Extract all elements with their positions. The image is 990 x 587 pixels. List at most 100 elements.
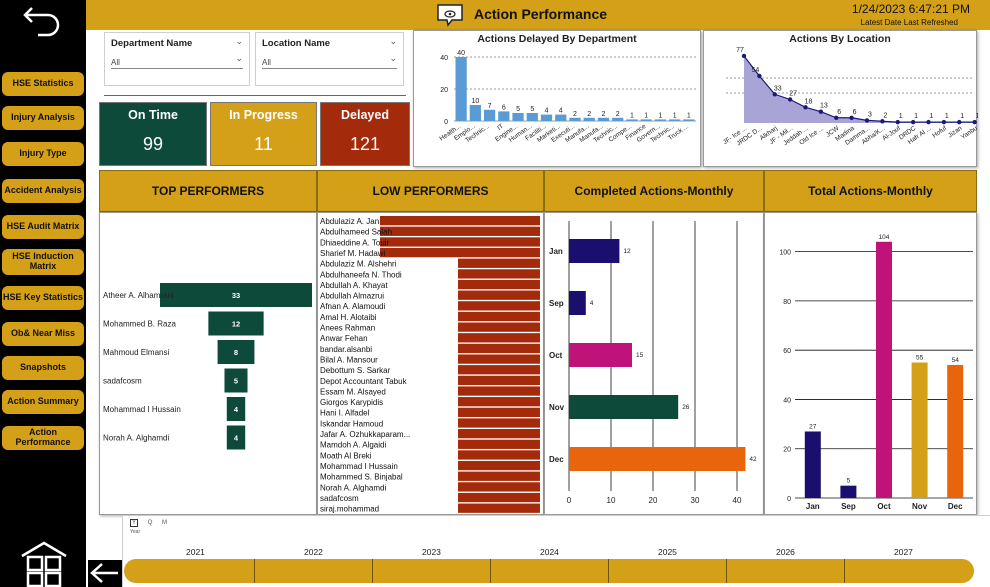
sidebar-item-action-summary[interactable]: Action Summary [2, 390, 84, 414]
bar [458, 258, 540, 268]
bar [224, 368, 248, 393]
top-performers-header: TOP PERFORMERS [99, 170, 317, 212]
bar [380, 247, 540, 258]
total-monthly-header: Total Actions-Monthly [764, 170, 977, 212]
kpi-delayed-card[interactable]: Delayed 121 [320, 102, 410, 166]
page-title: Action Performance [474, 6, 608, 22]
previous-page-icon[interactable] [88, 560, 122, 587]
location-slicer-value[interactable]: All [262, 58, 271, 67]
collapse-icon[interactable]: ⌄ [389, 36, 397, 46]
granularity-year-option[interactable]: Y [130, 519, 139, 527]
data-label: 5 [530, 106, 534, 113]
x-tick-label: 10 [607, 496, 616, 505]
slicer-underline [111, 68, 243, 69]
data-label: 42 [749, 456, 757, 463]
category-label: Jafar A. Ozhukkaparam... [320, 430, 410, 439]
sidebar-item-accident-analysis[interactable]: Accident Analysis [2, 179, 84, 203]
actions-by-location-panel: Actions By Location 77 JF- Ice ... 54 JRDC … [703, 30, 978, 167]
y-tick-label: 100 [779, 250, 791, 257]
bar [683, 119, 695, 121]
back-arrow-icon[interactable] [22, 2, 64, 40]
data-label: 1 [630, 112, 634, 119]
bar [455, 57, 467, 121]
bar [458, 333, 540, 343]
delayed-by-department-panel: Actions Delayed By Department 0 20 40 40 Hea… [413, 30, 701, 167]
bar [876, 241, 892, 499]
y-tick-label: 60 [783, 348, 791, 355]
category-label: Mohammad I Hussain [103, 405, 181, 414]
bar [458, 290, 540, 300]
y-tick-label: 0 [787, 496, 791, 503]
kpi-in-progress-card[interactable]: In Progress 11 [210, 102, 317, 166]
kpi-on-time-card[interactable]: On Time 99 [99, 102, 207, 166]
sidebar-item-hse-audit-matrix[interactable]: HSE Audit Matrix [2, 215, 84, 239]
timeline-year-label[interactable]: 2022 [304, 547, 323, 557]
bar [911, 362, 928, 498]
y-tick-label: 20 [783, 447, 791, 454]
total-monthly-chart: 0 20 40 60 80 100 27 Jan 5 Sep 104 Oct 55 Nov 54 Dec [779, 234, 973, 511]
data-label: 33 [232, 291, 240, 300]
timeline-divider [726, 559, 727, 583]
sidebar-item-snapshots[interactable]: Snapshots [2, 356, 84, 380]
data-point [864, 118, 870, 123]
x-tick-label: Yanbu [960, 125, 978, 141]
data-point [787, 97, 793, 102]
slicer-underline [262, 68, 397, 69]
bar [458, 375, 540, 386]
data-label: 2 [883, 112, 887, 119]
data-label: 4 [545, 108, 549, 115]
sidebar-item-hse-statistics[interactable]: HSE Statistics [2, 72, 84, 96]
series-line [743, 55, 975, 123]
category-label: Abdulaziz M. Alshehri [320, 260, 397, 269]
bar [569, 117, 581, 121]
sidebar-item-hse-key-statistics[interactable]: HSE Key Statistics [2, 286, 84, 310]
data-label: 5 [234, 377, 238, 386]
bar [526, 113, 538, 121]
department-slicer[interactable]: Department Name ⌄ All ⌄ [104, 32, 250, 86]
timeline-year-label[interactable]: 2023 [422, 547, 441, 557]
bar [458, 460, 540, 471]
bar [458, 471, 540, 481]
chevron-down-icon[interactable]: ⌄ [235, 53, 243, 63]
data-label: 7 [488, 103, 492, 110]
category-label: sadafcosm [103, 377, 142, 386]
bar [458, 311, 540, 322]
timeline-year-label[interactable]: 2026 [776, 547, 795, 557]
timeline-year-label[interactable]: 2024 [540, 547, 559, 557]
collapse-icon[interactable]: ⌄ [235, 36, 243, 46]
timeline-year-label[interactable]: 2027 [894, 547, 913, 557]
category-label: Sharief M. Hadawi [320, 249, 386, 258]
sidebar-item-ob-near-miss[interactable]: Ob& Near Miss [2, 322, 84, 346]
chevron-down-icon[interactable]: ⌄ [389, 53, 397, 63]
timeline-year-label[interactable]: 2021 [186, 547, 205, 557]
category-label: Abdullah Almazrui [320, 292, 384, 301]
low-performers-chart: Abdulaziz A. Jan Abdulhameed SalahDhiaedd… [320, 216, 540, 514]
top-performers-chart: 33 Atheer A. Alhamrani 12 Mohammed B. Raza 8… [103, 283, 312, 450]
category-label: Dhiaeddine A. Touir [320, 238, 390, 247]
delayed-by-department-chart: 0204040Health...10Emplo...7Technic...6IT… [438, 50, 696, 144]
x-tick-label: Dec [948, 502, 963, 511]
category-label: bandar.alsanbi [320, 345, 372, 354]
y-tick-label: Dec [549, 455, 564, 464]
bar [458, 301, 540, 311]
data-label: 6 [502, 104, 506, 111]
sidebar-item-action-performance[interactable]: Action Performance [2, 426, 84, 450]
bar [458, 492, 540, 503]
data-label: 77 [736, 47, 744, 54]
sidebar-item-hse-induction-matrix[interactable]: HSE Induction Matrix [2, 249, 84, 275]
bar [380, 216, 540, 226]
completed-monthly-chart: 0 10 20 30 40 12 Jan 4 Sep 15 Oct 26 Nov 42 Dec [549, 221, 757, 505]
timeline-range-bar[interactable] [124, 559, 974, 583]
timeline-year-label[interactable]: 2025 [658, 547, 677, 557]
category-label: Norah A. Alghamdi [320, 483, 386, 492]
department-slicer-value[interactable]: All [111, 58, 120, 67]
location-slicer[interactable]: Location Name ⌄ All ⌄ [255, 32, 404, 86]
granularity-month-option[interactable]: M [162, 520, 168, 526]
sidebar-item-injury-analysis[interactable]: Injury Analysis [2, 106, 84, 130]
home-icon[interactable] [18, 540, 70, 587]
sidebar-item-injury-type[interactable]: Injury Type [2, 142, 84, 166]
data-label: 12 [623, 248, 631, 255]
granularity-quarter-option[interactable]: Q [147, 520, 153, 526]
timeline-granularity[interactable]: Y Q M Year [130, 519, 168, 535]
low-performers-panel: Abdulaziz A. Jan Abdulhameed Salah Dhiaedd… [317, 212, 544, 515]
